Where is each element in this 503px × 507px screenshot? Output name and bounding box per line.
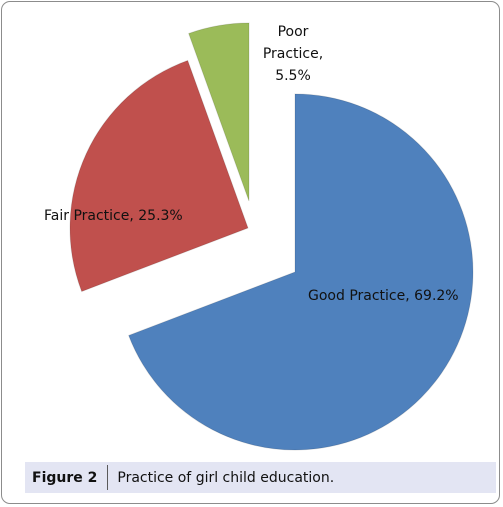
slice-label-poor: Poor Practice, 5.5% xyxy=(255,21,331,87)
caption-divider xyxy=(107,465,109,490)
pie-slice-poor xyxy=(188,22,250,202)
slice-label-poor-line3: 5.5% xyxy=(275,68,311,84)
figure-caption: Figure 2 Practice of girl child educatio… xyxy=(25,462,496,493)
pie-slice-fair xyxy=(69,59,249,293)
slice-label-poor-line1: Poor xyxy=(277,24,309,40)
slice-label-good: Good Practice, 69.2% xyxy=(308,288,459,304)
pie-slice-good xyxy=(128,93,474,451)
slice-label-fair: Fair Practice, 25.3% xyxy=(44,208,183,224)
figure-number: Figure 2 xyxy=(32,469,98,486)
figure-caption-text: Practice of girl child education. xyxy=(117,469,335,486)
slice-label-poor-line2: Practice, xyxy=(262,46,324,62)
